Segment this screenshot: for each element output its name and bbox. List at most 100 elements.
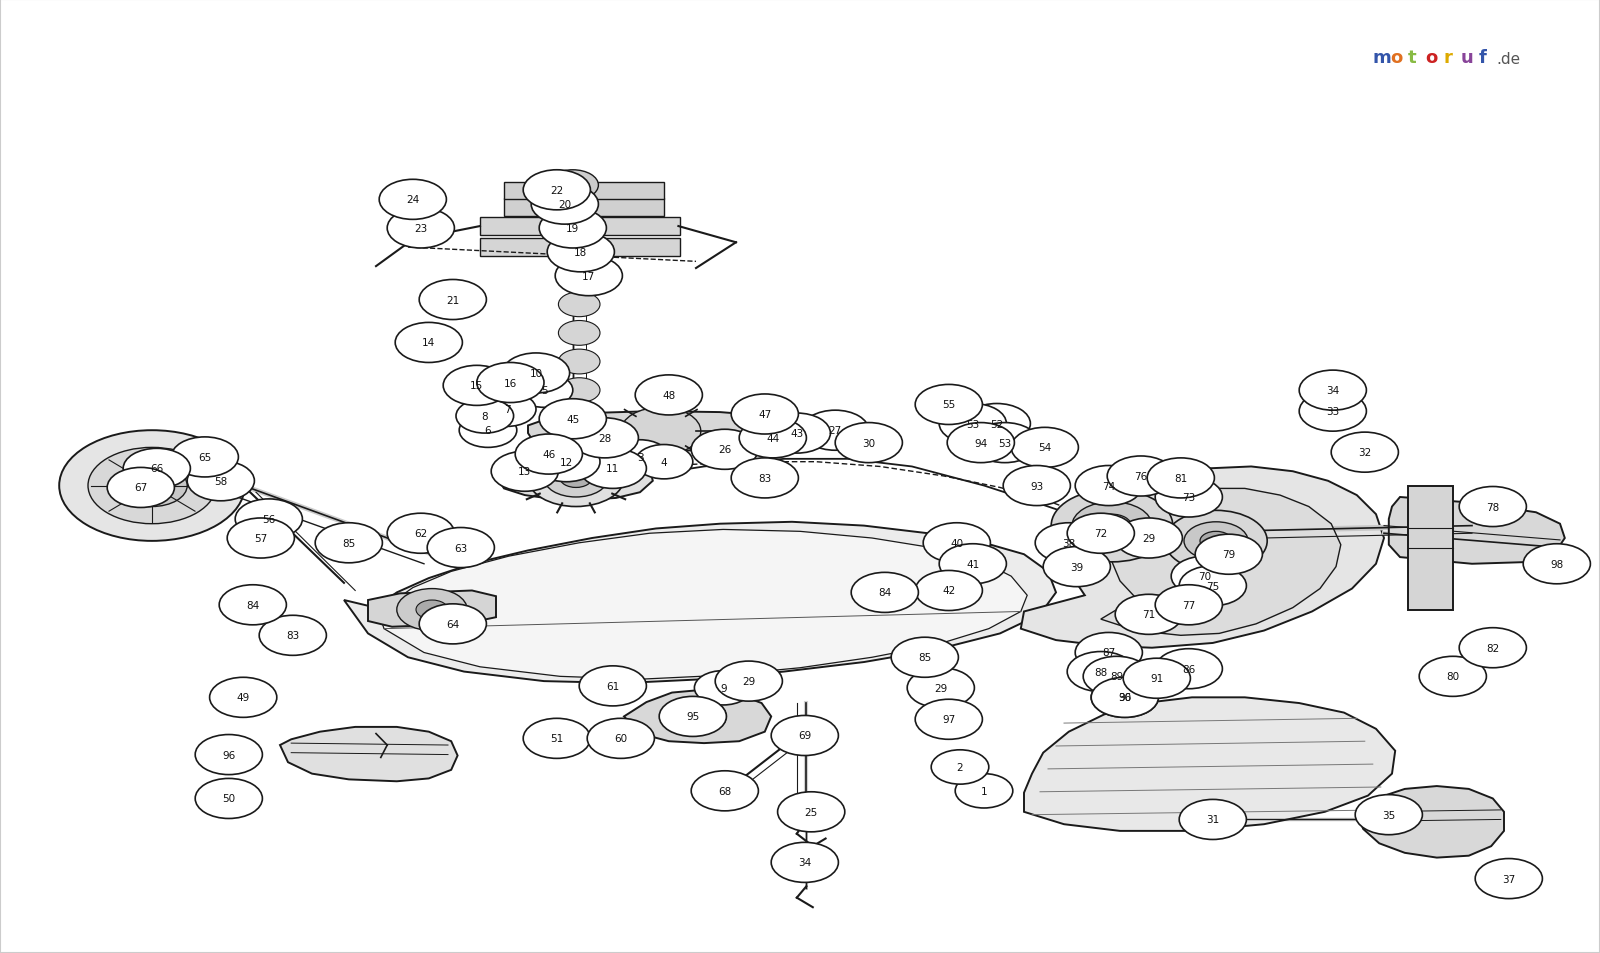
- Circle shape: [1107, 456, 1174, 497]
- Text: 65: 65: [198, 453, 211, 462]
- Circle shape: [558, 407, 600, 432]
- Text: 32: 32: [1358, 448, 1371, 457]
- Text: 22: 22: [550, 186, 563, 195]
- Circle shape: [971, 423, 1038, 463]
- Polygon shape: [368, 591, 496, 627]
- Circle shape: [1184, 522, 1248, 560]
- Text: 18: 18: [574, 248, 587, 257]
- Circle shape: [533, 442, 600, 482]
- Circle shape: [1091, 678, 1158, 718]
- Circle shape: [235, 499, 302, 539]
- Circle shape: [1093, 515, 1131, 537]
- Text: 38: 38: [1062, 538, 1075, 548]
- Circle shape: [227, 518, 294, 558]
- Text: 58: 58: [214, 476, 227, 486]
- Text: 44: 44: [766, 434, 779, 443]
- Text: 72: 72: [1094, 529, 1107, 538]
- Text: 86: 86: [1182, 664, 1195, 674]
- Circle shape: [891, 638, 958, 678]
- Circle shape: [1179, 800, 1246, 840]
- Circle shape: [1043, 547, 1110, 587]
- Text: 10: 10: [530, 369, 542, 378]
- Circle shape: [635, 445, 693, 479]
- Circle shape: [1067, 652, 1134, 692]
- Text: 69: 69: [798, 731, 811, 740]
- Circle shape: [669, 700, 726, 734]
- Polygon shape: [1408, 486, 1453, 610]
- Text: 3: 3: [637, 453, 643, 462]
- Circle shape: [1200, 532, 1232, 551]
- Text: 49: 49: [237, 693, 250, 702]
- Text: 81: 81: [1174, 474, 1187, 483]
- Text: o: o: [1390, 49, 1403, 67]
- Polygon shape: [1021, 467, 1384, 648]
- Text: 89: 89: [1110, 672, 1123, 681]
- Polygon shape: [1024, 698, 1395, 831]
- Text: 71: 71: [1142, 610, 1155, 619]
- Circle shape: [923, 523, 990, 563]
- Text: 31: 31: [1206, 815, 1219, 824]
- Circle shape: [136, 476, 168, 496]
- Text: 40: 40: [950, 538, 963, 548]
- Text: 84: 84: [878, 588, 891, 598]
- Circle shape: [1147, 458, 1214, 498]
- Circle shape: [187, 461, 254, 501]
- Text: 37: 37: [1502, 874, 1515, 883]
- Circle shape: [195, 779, 262, 819]
- Text: 61: 61: [606, 681, 619, 691]
- Circle shape: [1155, 585, 1222, 625]
- Circle shape: [579, 449, 646, 489]
- Circle shape: [1459, 628, 1526, 668]
- Circle shape: [1331, 433, 1398, 473]
- Circle shape: [558, 293, 600, 317]
- Circle shape: [515, 435, 582, 475]
- Circle shape: [558, 264, 600, 289]
- Text: 19: 19: [566, 224, 579, 233]
- Text: 30: 30: [862, 438, 875, 448]
- Circle shape: [1115, 595, 1182, 635]
- Text: 20: 20: [558, 200, 571, 210]
- Text: 76: 76: [1134, 472, 1147, 481]
- Text: 55: 55: [942, 400, 955, 410]
- Circle shape: [117, 465, 187, 507]
- Text: 9: 9: [720, 683, 726, 693]
- Polygon shape: [1357, 786, 1504, 858]
- Text: 60: 60: [614, 734, 627, 743]
- Text: 42: 42: [942, 586, 955, 596]
- Text: 85: 85: [342, 538, 355, 548]
- Text: 25: 25: [805, 807, 818, 817]
- Circle shape: [571, 418, 638, 458]
- Text: 91: 91: [1150, 674, 1163, 683]
- Text: 93: 93: [1030, 481, 1043, 491]
- Circle shape: [539, 209, 606, 249]
- Circle shape: [1051, 490, 1173, 562]
- Text: .de: .de: [1496, 51, 1520, 67]
- Text: 34: 34: [1326, 386, 1339, 395]
- Text: 15: 15: [470, 381, 483, 391]
- Text: u: u: [1461, 49, 1474, 67]
- Circle shape: [739, 418, 806, 458]
- Text: f: f: [1478, 49, 1486, 67]
- Text: 12: 12: [560, 457, 573, 467]
- Circle shape: [379, 180, 446, 220]
- Circle shape: [427, 528, 494, 568]
- Circle shape: [459, 414, 517, 448]
- Circle shape: [547, 171, 598, 201]
- Text: 34: 34: [798, 858, 811, 867]
- Text: 16: 16: [504, 378, 517, 388]
- Circle shape: [1475, 859, 1542, 899]
- Circle shape: [1123, 659, 1190, 699]
- Text: 68: 68: [718, 786, 731, 796]
- Text: 33: 33: [1326, 407, 1339, 416]
- Circle shape: [1115, 518, 1182, 558]
- Circle shape: [219, 585, 286, 625]
- Polygon shape: [496, 457, 653, 500]
- Text: 21: 21: [446, 295, 459, 305]
- Circle shape: [778, 792, 845, 832]
- Circle shape: [558, 350, 600, 375]
- Circle shape: [1195, 535, 1262, 575]
- Text: 7: 7: [504, 405, 510, 415]
- Polygon shape: [528, 412, 784, 453]
- Text: 70: 70: [1198, 572, 1211, 581]
- Circle shape: [123, 449, 190, 489]
